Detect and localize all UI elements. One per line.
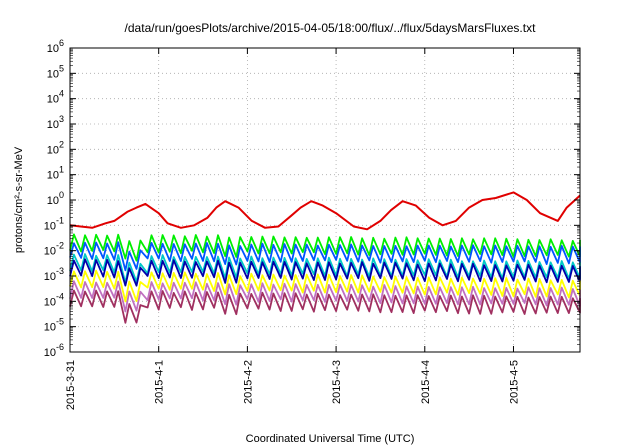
y-tick-label: 102 bbox=[47, 139, 64, 156]
y-tick-label: 105 bbox=[47, 63, 64, 80]
chart-title: /data/run/goesPlots/archive/2015-04-05/1… bbox=[125, 21, 537, 35]
x-tick-label: 2015-4-3 bbox=[331, 360, 343, 404]
y-tick-label: 10-6 bbox=[44, 342, 64, 359]
series-line-4 bbox=[69, 258, 581, 287]
y-tick-label: 104 bbox=[47, 89, 64, 106]
series-line-6 bbox=[69, 280, 581, 313]
series-line-1 bbox=[69, 233, 581, 262]
y-tick-label: 10-3 bbox=[44, 266, 64, 283]
series-line-3 bbox=[69, 253, 581, 284]
y-tick-label: 10-4 bbox=[44, 291, 64, 308]
x-tick-label: 2015-4-5 bbox=[508, 360, 520, 404]
y-tick-label: 106 bbox=[47, 38, 64, 55]
y-tick-label: 100 bbox=[47, 190, 64, 207]
series-line-0 bbox=[69, 191, 581, 231]
x-tick-label: 2015-4-1 bbox=[154, 360, 166, 404]
series-group bbox=[69, 191, 581, 324]
y-tick-label: 10-1 bbox=[44, 215, 64, 232]
x-tick-label: 2015-3-31 bbox=[65, 360, 77, 410]
y-axis: 10-6 10-5 10-4 10-3 10-2 10-1 100 101 102 103 104 1… bbox=[44, 38, 580, 359]
y-axis-label: protons/cm²-s-sr-MeV bbox=[13, 146, 25, 253]
x-axis-label: Coordinated Universal Time (UTC) bbox=[246, 433, 415, 445]
y-tick-label: 101 bbox=[47, 165, 64, 182]
y-tick-label: 10-2 bbox=[44, 241, 64, 258]
y-tick-label: 103 bbox=[47, 114, 64, 131]
series-line-2 bbox=[69, 241, 581, 272]
series-line-5 bbox=[69, 269, 581, 303]
y-tick-label: 10-5 bbox=[44, 317, 64, 334]
series-line-7 bbox=[69, 289, 581, 324]
x-tick-label: 2015-4-4 bbox=[420, 360, 432, 404]
x-axis: 2015-3-31 2015-4-1 2015-4-2 2015-4-3 2015-4-… bbox=[65, 48, 520, 410]
x-tick-label: 2015-4-2 bbox=[242, 360, 254, 404]
